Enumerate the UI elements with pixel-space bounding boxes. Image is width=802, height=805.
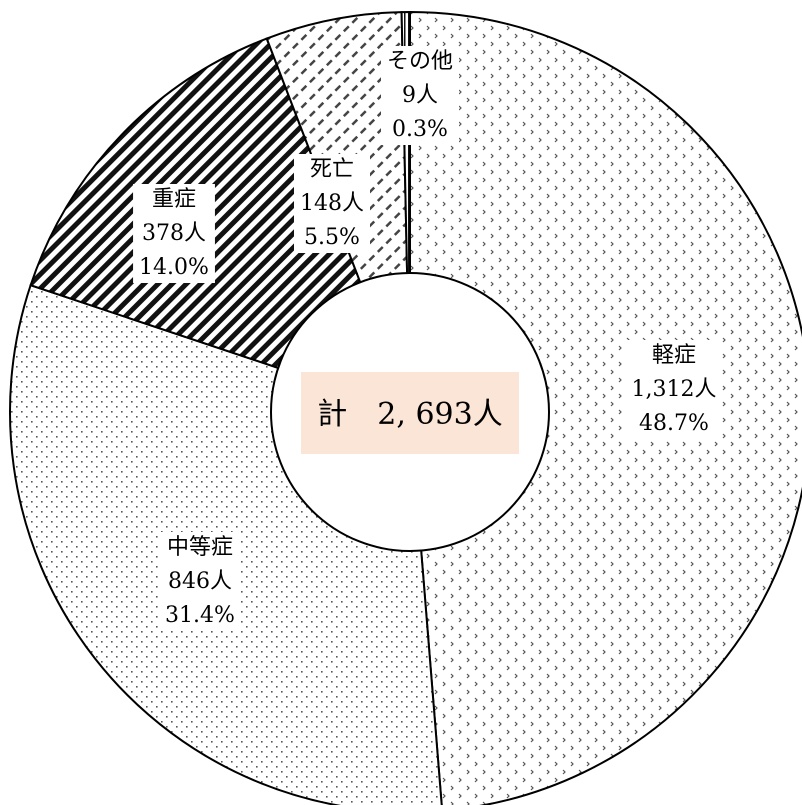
slice-name-label: 軽症 bbox=[652, 343, 696, 368]
slice-count-label: 378人 bbox=[142, 221, 206, 246]
total-box bbox=[301, 372, 519, 454]
slice-label-background bbox=[625, 340, 723, 439]
slice-label-background bbox=[133, 184, 215, 283]
slice-name-label: その他 bbox=[387, 49, 453, 74]
slice-count-label: 1,312人 bbox=[632, 377, 717, 402]
slice-label-group: 軽症 1,312人 48.7% bbox=[625, 340, 723, 439]
slice-percent-label: 0.3% bbox=[392, 117, 448, 142]
slice-percent-label: 5.5% bbox=[304, 225, 360, 250]
slice-count-label: 148人 bbox=[300, 191, 364, 216]
slice-name-label: 死亡 bbox=[310, 157, 354, 182]
slice-label-background bbox=[159, 532, 241, 631]
slice-count-label: 846人 bbox=[168, 569, 232, 594]
slice-name-label: 重症 bbox=[152, 187, 196, 212]
slice-label-group: 中等症 846人 31.4% bbox=[159, 532, 241, 631]
slice-label-background bbox=[380, 46, 460, 145]
pie-slice bbox=[409, 10, 802, 805]
slice-label-group: その他 9人 0.3% bbox=[380, 46, 460, 145]
slice-label-group: 死亡 148人 5.5% bbox=[294, 154, 370, 253]
slice-labels: 軽症 1,312人 48.7% 中等症 846人 31.4% 重症 378人 14.0% 死亡 14… bbox=[133, 46, 723, 631]
total-label: 計 2, 693人 bbox=[317, 397, 502, 432]
slice-percent-label: 31.4% bbox=[165, 603, 235, 628]
slice-percent-label: 48.7% bbox=[639, 411, 709, 436]
slice-label-group: 重症 378人 14.0% bbox=[133, 184, 215, 283]
slice-label-background bbox=[294, 154, 370, 253]
slice-percent-label: 14.0% bbox=[139, 255, 209, 280]
slice-count-label: 9人 bbox=[402, 83, 438, 108]
slice-name-label: 中等症 bbox=[167, 535, 233, 560]
